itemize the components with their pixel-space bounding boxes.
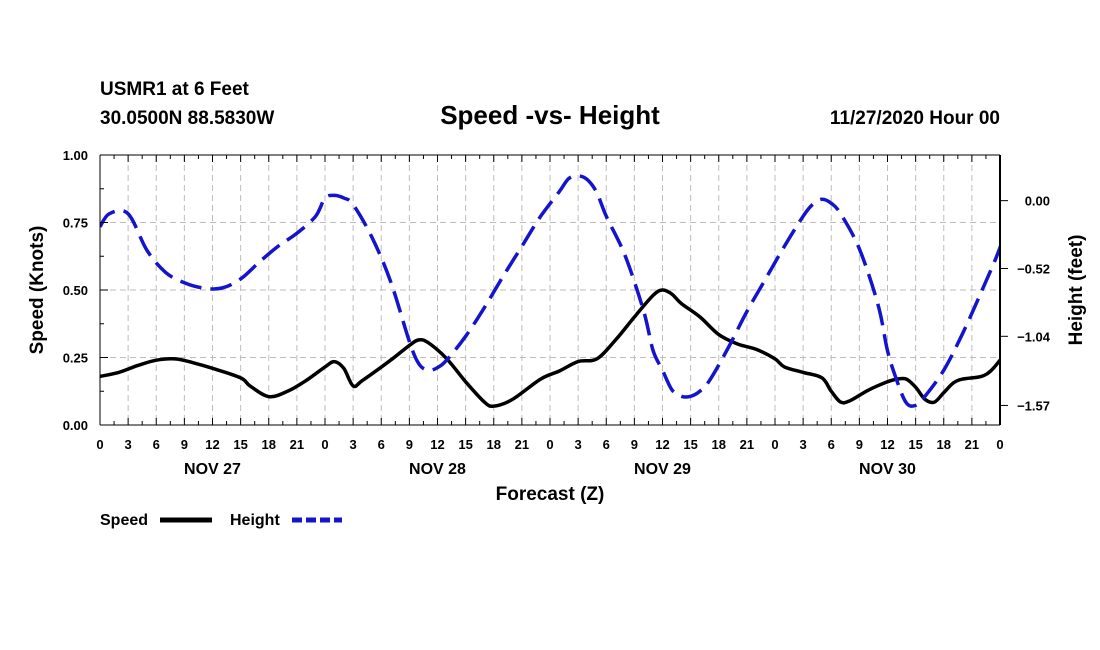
x-tick-label: 18 bbox=[262, 437, 276, 452]
day-label: NOV 30 bbox=[859, 461, 916, 478]
day-label: NOV 27 bbox=[184, 461, 241, 478]
x-tick-label: 21 bbox=[965, 437, 979, 452]
x-tick-label: 15 bbox=[908, 437, 922, 452]
grid-layer bbox=[100, 155, 1000, 425]
x-tick-label: 12 bbox=[205, 437, 219, 452]
x-tick-label: 0 bbox=[546, 437, 553, 452]
series-layer bbox=[100, 174, 1000, 408]
series-line-height bbox=[100, 174, 1000, 408]
x-tick-label: 15 bbox=[233, 437, 247, 452]
x-tick-label: 15 bbox=[458, 437, 472, 452]
x-tick-label: 6 bbox=[153, 437, 160, 452]
x-tick-label: 9 bbox=[406, 437, 413, 452]
forecast-date-label: 11/27/2020 Hour 00 bbox=[830, 108, 1000, 129]
y-axis-left-title: Speed (Knots) bbox=[27, 226, 48, 355]
x-tick-label: 9 bbox=[181, 437, 188, 452]
x-tick-label: 15 bbox=[683, 437, 697, 452]
x-axis-title: Forecast (Z) bbox=[496, 484, 605, 505]
y-left-tick-label: 0.00 bbox=[63, 418, 88, 433]
x-tick-label: 3 bbox=[575, 437, 582, 452]
y-left-tick-label: 0.75 bbox=[63, 216, 88, 231]
x-tick-label: 6 bbox=[828, 437, 835, 452]
y-right-tick-label: −0.52 bbox=[1017, 261, 1050, 276]
x-tick-label: 9 bbox=[856, 437, 863, 452]
x-tick-label: 18 bbox=[712, 437, 726, 452]
x-tick-label: 6 bbox=[378, 437, 385, 452]
x-tick-label: 12 bbox=[655, 437, 669, 452]
x-tick-label: 21 bbox=[290, 437, 304, 452]
x-tick-label: 21 bbox=[515, 437, 529, 452]
legend-height-label: Height bbox=[230, 512, 280, 529]
y-left-tick-label: 1.00 bbox=[63, 148, 88, 163]
y-right-tick-label: 0.00 bbox=[1025, 194, 1050, 209]
day-label: NOV 28 bbox=[409, 461, 466, 478]
y-axis-right-title: Height (feet) bbox=[1066, 235, 1087, 346]
legend-speed-label: Speed bbox=[100, 512, 148, 529]
station-label: USMR1 at 6 Feet bbox=[100, 79, 250, 100]
axes-layer bbox=[99, 154, 1008, 426]
day-label: NOV 29 bbox=[634, 461, 691, 478]
x-tick-label: 3 bbox=[125, 437, 132, 452]
x-tick-label: 12 bbox=[880, 437, 894, 452]
x-tick-label: 21 bbox=[740, 437, 754, 452]
series-line-speed bbox=[100, 288, 1000, 408]
y-left-tick-label: 0.50 bbox=[63, 283, 88, 298]
x-tick-label: 18 bbox=[487, 437, 501, 452]
x-tick-label: 0 bbox=[321, 437, 328, 452]
x-tick-label: 6 bbox=[603, 437, 610, 452]
x-tick-label: 0 bbox=[771, 437, 778, 452]
x-tick-label: 18 bbox=[937, 437, 951, 452]
x-tick-label: 9 bbox=[631, 437, 638, 452]
chart-title: Speed -vs- Height bbox=[440, 100, 660, 130]
label-layer: 0 3 6 9 12 15 18 21 0 3 6 9 12 15 18 21 0 3 6 9 12 15 18 21 0 3 6 9… bbox=[63, 148, 1051, 478]
x-tick-label: 0 bbox=[96, 437, 103, 452]
legend: Speed Height bbox=[100, 512, 342, 529]
y-right-tick-label: −1.57 bbox=[1017, 398, 1050, 413]
y-right-tick-label: −1.04 bbox=[1017, 329, 1051, 344]
coordinates-label: 30.0500N 88.5830W bbox=[100, 108, 274, 129]
x-tick-label: 3 bbox=[350, 437, 357, 452]
x-tick-label: 3 bbox=[800, 437, 807, 452]
y-left-tick-label: 0.25 bbox=[63, 351, 88, 366]
x-tick-label: 12 bbox=[430, 437, 444, 452]
x-tick-label: 0 bbox=[996, 437, 1003, 452]
